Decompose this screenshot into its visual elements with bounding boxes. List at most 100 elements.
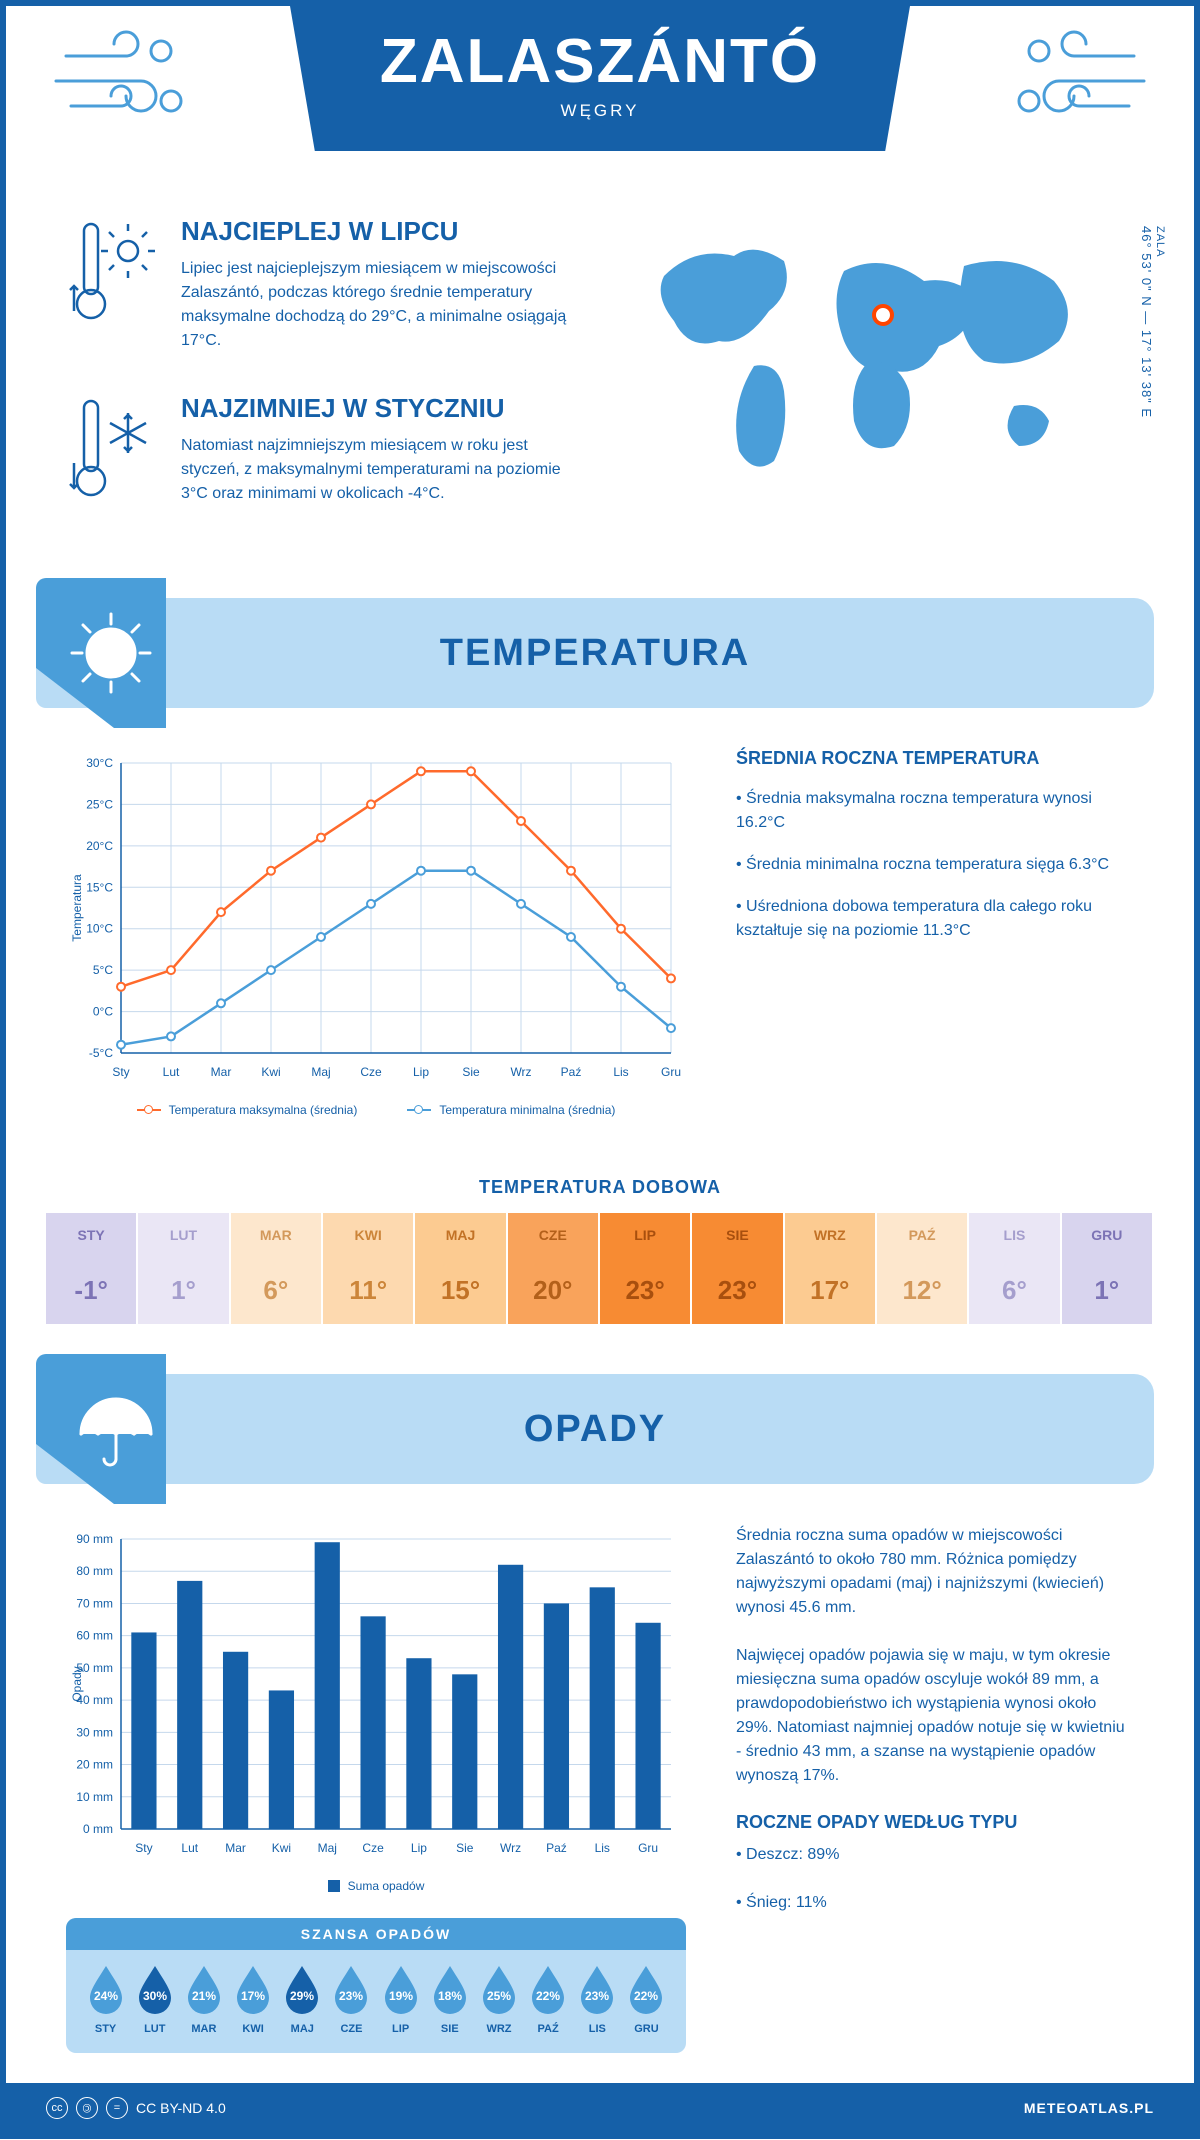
- precipitation-title: OPADY: [36, 1374, 1154, 1484]
- svg-text:Paź: Paź: [561, 1065, 582, 1079]
- chance-drop: 29% MAJ: [278, 1962, 327, 2035]
- world-map: ZALA 46° 53' 0" N — 17° 13' 38" E: [614, 216, 1134, 548]
- svg-text:20 mm: 20 mm: [76, 1758, 113, 1772]
- svg-text:Maj: Maj: [318, 1841, 337, 1855]
- chance-drop: 23% CZE: [327, 1962, 376, 2035]
- chance-drop: 17% KWI: [229, 1962, 278, 2035]
- svg-text:90 mm: 90 mm: [76, 1532, 113, 1546]
- temperature-line-chart: -5°C0°C5°C10°C15°C20°C25°C30°CStyLutMarK…: [66, 748, 686, 1117]
- intro-section: NAJCIEPLEJ W LIPCU Lipiec jest najcieple…: [6, 176, 1194, 598]
- svg-text:Paź: Paź: [546, 1841, 567, 1855]
- svg-text:Lip: Lip: [411, 1841, 427, 1855]
- svg-text:Mar: Mar: [211, 1065, 232, 1079]
- nd-icon: =: [106, 2097, 128, 2119]
- temperature-info: ŚREDNIA ROCZNA TEMPERATURA • Średnia mak…: [736, 748, 1134, 1117]
- thermometer-hot-icon: [66, 216, 156, 353]
- coldest-block: NAJZIMNIEJ W STYCZNIU Natomiast najzimni…: [66, 393, 574, 508]
- chance-drop: 22% GRU: [622, 1962, 671, 2035]
- daily-cell: MAR6°: [231, 1213, 323, 1324]
- svg-text:30%: 30%: [143, 1989, 167, 2003]
- svg-text:Sty: Sty: [135, 1841, 152, 1855]
- svg-text:25°C: 25°C: [86, 797, 113, 811]
- chance-drop: 23% LIS: [573, 1962, 622, 2035]
- precip-type-bullet: • Śnieg: 11%: [736, 1891, 1134, 1915]
- svg-text:Wrz: Wrz: [500, 1841, 521, 1855]
- legend-max: Temperatura maksymalna (średnia): [137, 1103, 358, 1117]
- sun-icon: [66, 608, 156, 703]
- thermometer-cold-icon: [66, 393, 156, 508]
- chance-drop: 19% LIP: [376, 1962, 425, 2035]
- daily-temp-table: STY-1°LUT1°MAR6°KWI11°MAJ15°CZE20°LIP23°…: [46, 1213, 1154, 1324]
- precip-p2: Najwięcej opadów pojawia się w maju, w t…: [736, 1644, 1134, 1788]
- svg-text:21%: 21%: [192, 1989, 216, 2003]
- svg-text:Lis: Lis: [595, 1841, 610, 1855]
- city-name: ZALASZÁNTÓ: [290, 26, 910, 97]
- svg-text:17%: 17%: [241, 1989, 265, 2003]
- precip-type-bullet: • Deszcz: 89%: [736, 1843, 1134, 1867]
- precipitation-section-header: OPADY: [36, 1374, 1154, 1484]
- warmest-title: NAJCIEPLEJ W LIPCU: [181, 216, 574, 247]
- warmest-text: Lipiec jest najcieplejszym miesiącem w m…: [181, 257, 574, 353]
- svg-text:Gru: Gru: [638, 1841, 658, 1855]
- temperature-title: TEMPERATURA: [36, 598, 1154, 708]
- daily-cell: SIE23°: [692, 1213, 784, 1324]
- country-name: WĘGRY: [290, 101, 910, 121]
- precip-p1: Średnia roczna suma opadów w miejscowośc…: [736, 1524, 1134, 1620]
- daily-temp-title: TEMPERATURA DOBOWA: [6, 1177, 1194, 1198]
- daily-cell: LIS6°: [969, 1213, 1061, 1324]
- chance-drop: 21% MAR: [179, 1962, 228, 2035]
- umbrella-icon: [66, 1384, 156, 1479]
- temperature-section-header: TEMPERATURA: [36, 598, 1154, 708]
- svg-text:10°C: 10°C: [86, 922, 113, 936]
- svg-text:0°C: 0°C: [93, 1005, 113, 1019]
- svg-text:Lis: Lis: [613, 1065, 628, 1079]
- temp-info-title: ŚREDNIA ROCZNA TEMPERATURA: [736, 748, 1134, 769]
- license-label: CC BY-ND 4.0: [136, 2100, 226, 2116]
- region-label: ZALA: [1154, 226, 1166, 408]
- svg-text:Lut: Lut: [163, 1065, 180, 1079]
- svg-text:30°C: 30°C: [86, 756, 113, 770]
- svg-text:Sty: Sty: [112, 1065, 129, 1079]
- svg-text:23%: 23%: [585, 1989, 609, 2003]
- site-label: METEOATLAS.PL: [1024, 2100, 1154, 2116]
- precipitation-chance-box: SZANSA OPADÓW 24% STY 30% LUT 21% MAR 17…: [66, 1918, 686, 2053]
- svg-text:Cze: Cze: [360, 1065, 382, 1079]
- svg-text:Gru: Gru: [661, 1065, 681, 1079]
- svg-text:Kwi: Kwi: [261, 1065, 280, 1079]
- page-header: ZALASZÁNTÓ WĘGRY: [6, 6, 1194, 176]
- precipitation-info: Średnia roczna suma opadów w miejscowośc…: [736, 1524, 1134, 2053]
- svg-text:Wrz: Wrz: [510, 1065, 531, 1079]
- chance-drop: 24% STY: [81, 1962, 130, 2035]
- coldest-title: NAJZIMNIEJ W STYCZNIU: [181, 393, 574, 424]
- precip-type-title: ROCZNE OPADY WEDŁUG TYPU: [736, 1812, 1134, 1833]
- svg-text:20°C: 20°C: [86, 839, 113, 853]
- daily-cell: KWI11°: [323, 1213, 415, 1324]
- svg-text:30 mm: 30 mm: [76, 1725, 113, 1739]
- svg-text:Cze: Cze: [362, 1841, 384, 1855]
- daily-cell: STY-1°: [46, 1213, 138, 1324]
- temp-bullet: • Uśredniona dobowa temperatura dla całe…: [736, 895, 1134, 943]
- title-banner: ZALASZÁNTÓ WĘGRY: [290, 6, 910, 151]
- daily-cell: GRU1°: [1062, 1213, 1154, 1324]
- map-marker-icon: [872, 304, 894, 326]
- svg-text:15°C: 15°C: [86, 880, 113, 894]
- svg-text:Opady: Opady: [70, 1666, 84, 1701]
- precipitation-bar-chart: 0 mm10 mm20 mm30 mm40 mm50 mm60 mm70 mm8…: [66, 1524, 686, 1893]
- svg-text:18%: 18%: [438, 1989, 462, 2003]
- svg-text:Mar: Mar: [225, 1841, 246, 1855]
- svg-text:Lut: Lut: [181, 1841, 198, 1855]
- svg-text:24%: 24%: [94, 1989, 118, 2003]
- svg-text:23%: 23%: [339, 1989, 363, 2003]
- svg-text:25%: 25%: [487, 1989, 511, 2003]
- svg-text:5°C: 5°C: [93, 963, 113, 977]
- chance-drop: 30% LUT: [130, 1962, 179, 2035]
- page-footer: cc 🄯 = CC BY-ND 4.0 METEOATLAS.PL: [6, 2083, 1194, 2133]
- daily-cell: LIP23°: [600, 1213, 692, 1324]
- temp-bullet: • Średnia minimalna roczna temperatura s…: [736, 853, 1134, 877]
- svg-text:22%: 22%: [536, 1989, 560, 2003]
- wind-icon-right: [1004, 6, 1154, 141]
- svg-text:Kwi: Kwi: [272, 1841, 291, 1855]
- chance-drop: 22% PAŹ: [524, 1962, 573, 2035]
- svg-text:70 mm: 70 mm: [76, 1596, 113, 1610]
- wind-icon-left: [46, 6, 196, 141]
